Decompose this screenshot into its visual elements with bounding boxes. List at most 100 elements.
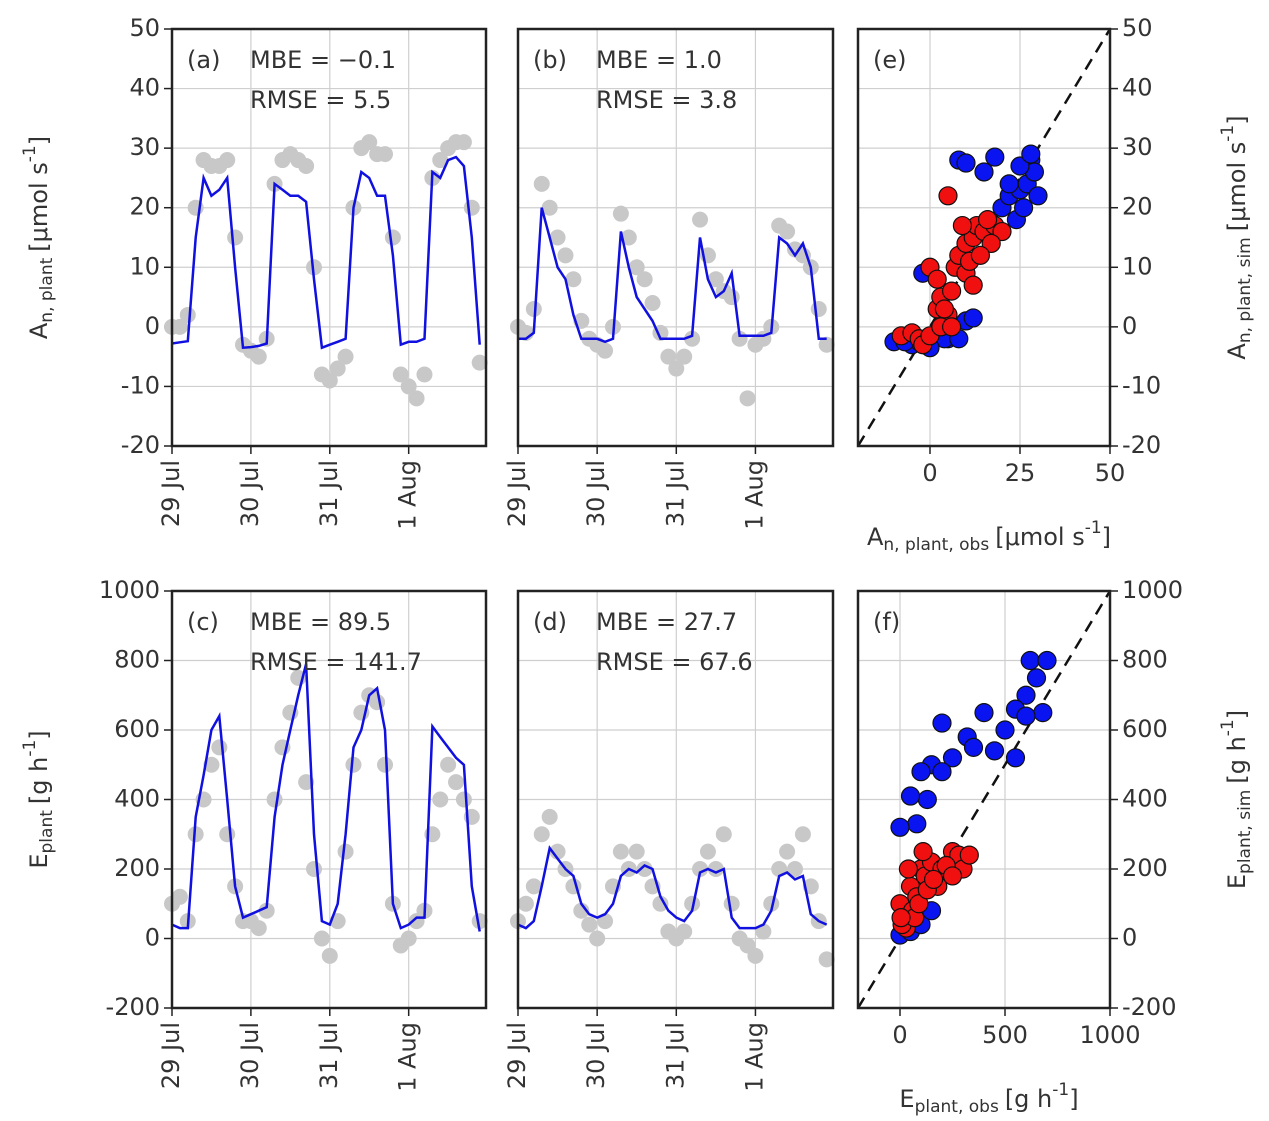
y-tick-label: 400 (1122, 785, 1168, 813)
obs-point (369, 694, 386, 711)
x-tick-label: 31 Jul (661, 460, 689, 527)
y-tick-label: 200 (114, 854, 160, 882)
axis-label: An, plant, obs [μmol s-1] (867, 518, 1111, 555)
obs-point (779, 843, 796, 860)
obs-point (400, 378, 417, 395)
label-sub: n, plant, obs (883, 535, 989, 555)
obs-point (219, 826, 236, 843)
scatter-point (977, 210, 998, 230)
obs-point (306, 861, 323, 877)
y-tick-label: 50 (1122, 14, 1153, 42)
scatter-point (974, 703, 994, 723)
obs-point (676, 348, 693, 365)
scatter-point (941, 317, 962, 337)
y-tick-label: 50 (129, 14, 160, 42)
obs-point (668, 360, 685, 377)
obs-point (660, 348, 677, 365)
label-sub: plant, sim (1235, 790, 1255, 874)
x-tick-label: 25 (1005, 459, 1036, 487)
y-tick-label: 0 (145, 312, 160, 340)
label-sup: -1 (1085, 518, 1102, 538)
x-tick-label: 1000 (1079, 1021, 1140, 1049)
obs-point (597, 342, 614, 359)
label-sub: plant, obs (915, 1097, 999, 1117)
scatter-point (956, 153, 976, 173)
obs-point (377, 146, 394, 163)
obs-point (581, 916, 598, 933)
obs-point (565, 271, 582, 288)
obs-point (377, 756, 394, 773)
sim-line (171, 155, 481, 350)
obs-point (723, 289, 740, 306)
obs-point (636, 861, 653, 877)
obs-point (715, 826, 732, 843)
obs-point (549, 843, 566, 860)
label-base: A (1223, 343, 1251, 360)
axis-label: An, plant [μmol s-1] (20, 136, 57, 339)
panel-frame (516, 589, 835, 1010)
scatter-point (1020, 650, 1040, 671)
label-base: A (867, 523, 884, 551)
x-tick-label: 50 (1095, 459, 1126, 487)
obs-point (787, 861, 804, 877)
label-end: ] (25, 136, 53, 145)
obs-point (692, 861, 709, 877)
obs-point (448, 774, 465, 791)
sim-line (171, 663, 481, 932)
label-end: ] (25, 730, 53, 739)
obs-point (573, 902, 590, 919)
obs-point (628, 259, 645, 276)
scatter-point (898, 859, 919, 879)
obs-point (337, 843, 354, 860)
obs-point (612, 843, 629, 860)
obs-point (707, 271, 724, 288)
label-end: ] (1102, 523, 1111, 551)
scatter-point (992, 221, 1012, 242)
x-tick-label: 500 (982, 1021, 1028, 1049)
obs-point (517, 895, 534, 912)
annotation: (c) (187, 608, 219, 636)
x-tick-label: 1 Aug (740, 460, 768, 530)
obs-point (533, 826, 550, 843)
obs-point (471, 913, 488, 930)
scatter-point (927, 269, 947, 289)
scatter-point (981, 233, 1001, 254)
obs-point (684, 895, 701, 912)
obs-point (652, 895, 669, 912)
obs-point (779, 223, 796, 240)
scatter-point (952, 215, 973, 236)
obs-point (541, 808, 558, 825)
y-tick-label: 30 (1122, 133, 1153, 161)
annotation: RMSE = 5.5 (250, 86, 391, 114)
obs-point (723, 895, 740, 912)
scatter-point (890, 817, 910, 837)
y-tick-label: -10 (1122, 371, 1161, 399)
y-tick-label: -20 (121, 431, 160, 459)
label-end: ] (1223, 710, 1251, 719)
scatter-point (932, 762, 952, 782)
y-tick-label: 40 (129, 74, 160, 102)
label-base: E (25, 853, 53, 868)
annotation: RMSE = 67.6 (596, 648, 753, 676)
obs-point (463, 199, 480, 216)
obs-point (549, 229, 566, 246)
x-tick-label: 0 (922, 459, 937, 487)
scatter-point (911, 762, 931, 782)
label-base: A (25, 322, 53, 339)
label-sub: plant (37, 810, 57, 854)
obs-point (763, 895, 780, 912)
obs-point (747, 947, 764, 964)
y-tick-label: 1000 (1122, 576, 1183, 604)
y-tick-label: 800 (1122, 646, 1168, 674)
x-tick-label: 29 Jul (157, 460, 185, 527)
x-tick-label: 30 Jul (236, 1022, 264, 1089)
obs-point (337, 348, 354, 365)
obs-point (400, 930, 417, 947)
annotation: (d) (533, 608, 567, 636)
y-tick-label: -200 (1122, 993, 1176, 1021)
y-tick-label: 0 (145, 924, 160, 952)
x-tick-label: 1 Aug (394, 1022, 422, 1092)
annotation: MBE = 1.0 (596, 46, 722, 74)
x-tick-label: 30 Jul (582, 1022, 610, 1089)
obs-point (171, 318, 188, 335)
